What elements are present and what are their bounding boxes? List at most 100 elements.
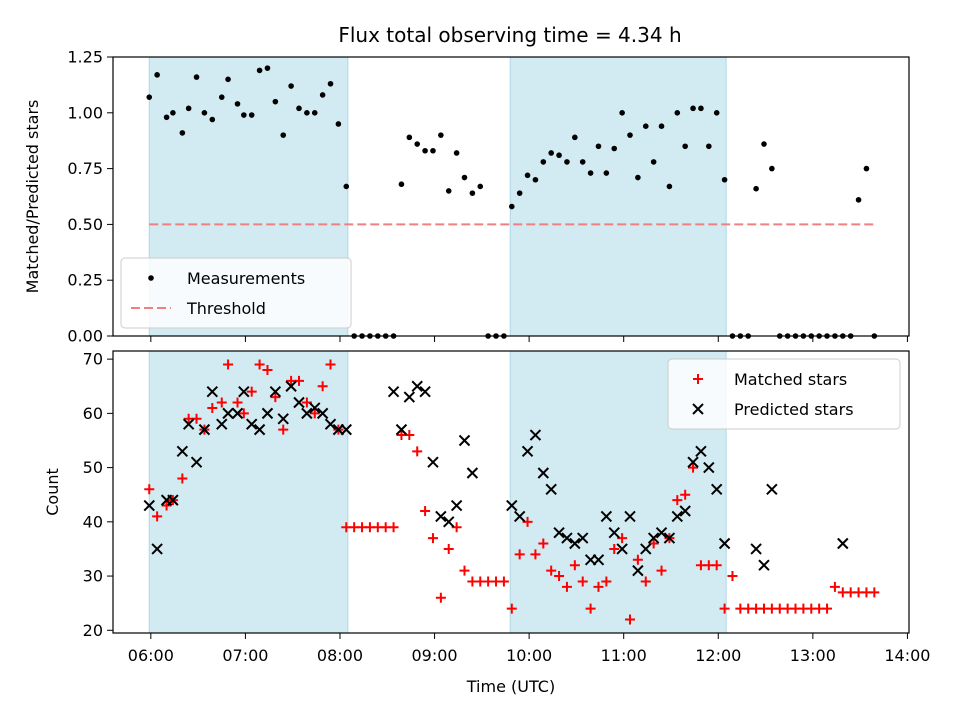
y-tick-label: 40 — [83, 512, 103, 531]
predicted-point — [466, 467, 479, 479]
measurement-point — [635, 174, 641, 181]
x-tick-label: 10:00 — [506, 646, 552, 665]
matched-point — [270, 392, 281, 403]
measurement-point — [414, 141, 421, 147]
y-tick-label: 0.00 — [67, 327, 103, 346]
measurement-point — [335, 121, 342, 127]
matched-point — [238, 408, 249, 419]
measurement-point — [682, 143, 688, 150]
predicted-point — [395, 423, 408, 436]
matched-point — [727, 571, 738, 582]
measurement-point — [508, 203, 515, 210]
predicted-point — [387, 385, 400, 398]
predicted-point — [435, 510, 447, 523]
matched-point — [459, 565, 470, 576]
predicted-point — [758, 559, 770, 571]
matched-point — [680, 489, 691, 500]
measurement-point — [256, 67, 263, 74]
measurement-point — [327, 80, 334, 87]
x-tick-label: 07:00 — [222, 646, 268, 665]
legend-box — [120, 257, 352, 329]
measurement-point — [406, 134, 413, 141]
measurement-point — [430, 147, 436, 154]
matched-point — [601, 576, 612, 587]
y-axis-label: Matched/Predicted stars — [23, 100, 42, 294]
matched-point — [232, 397, 243, 408]
y-tick-label: 0.50 — [67, 215, 103, 234]
predicted-point — [301, 407, 313, 420]
measurement-point — [863, 165, 870, 172]
matched-point — [144, 484, 155, 495]
measurement-point — [721, 176, 728, 183]
predicted-point — [167, 494, 179, 506]
measurement-point — [627, 132, 633, 138]
y-tick-label: 1.25 — [67, 48, 103, 67]
measurement-point — [674, 110, 681, 116]
predicted-point — [182, 418, 195, 430]
predicted-point — [176, 445, 189, 458]
matched-point — [546, 565, 557, 576]
y-tick-label: 20 — [83, 621, 103, 640]
predicted-point — [246, 418, 258, 430]
shaded-interval — [148, 350, 349, 634]
legend-label: Predicted stars — [734, 400, 854, 419]
measurement-point — [532, 176, 539, 183]
matched-point — [498, 576, 509, 587]
x-tick-label: 12:00 — [695, 646, 741, 665]
predicted-point — [624, 510, 636, 523]
predicted-point — [427, 456, 439, 468]
measurement-point — [658, 123, 665, 129]
measurement-point — [398, 181, 405, 188]
y-tick-label: 1.00 — [67, 103, 103, 122]
measurement-point — [524, 172, 531, 179]
matched-point — [514, 549, 525, 560]
predicted-point — [443, 516, 455, 528]
legend: Measurements Threshold — [120, 257, 352, 329]
measurement-point — [556, 152, 562, 159]
measurement-point — [619, 110, 625, 116]
predicted-point — [671, 510, 684, 523]
predicted-point — [513, 510, 526, 523]
matched-point — [207, 402, 218, 413]
measurement-point — [579, 159, 586, 165]
predicted-point — [577, 532, 589, 544]
matched-point — [554, 571, 565, 582]
legend: Matched stars Predicted stars — [667, 358, 901, 430]
x-tick-label: 06:00 — [128, 646, 174, 665]
predicted-point — [340, 423, 352, 436]
predicted-point — [616, 543, 628, 555]
measurement-point — [572, 134, 578, 141]
matched-point — [278, 424, 289, 435]
predicted-point — [458, 434, 471, 447]
matched-point — [427, 533, 438, 544]
predicted-point — [703, 461, 715, 474]
top-panel: 0.00 0.25 0.50 0.75 1.00 1.25 Matched/Predicte… — [23, 48, 910, 346]
x-tick-label: 08:00 — [317, 646, 363, 665]
measurement-point — [343, 183, 350, 190]
matched-point — [625, 614, 636, 625]
y-axis-label: Count — [43, 468, 62, 516]
legend-matched-swatch — [693, 374, 703, 384]
predicted-point — [206, 385, 219, 398]
measurement-point — [154, 72, 160, 78]
measurement-point — [611, 145, 618, 152]
predicted-point — [569, 537, 581, 550]
shaded-interval — [509, 56, 727, 337]
measurement-point — [193, 74, 200, 80]
matched-point — [711, 560, 722, 571]
predicted-point — [640, 543, 652, 555]
measurement-point — [690, 105, 696, 112]
predicted-point — [419, 385, 431, 398]
predicted-point — [293, 396, 305, 409]
legend-box — [667, 358, 901, 430]
matched-point — [719, 603, 730, 614]
matched-point — [688, 462, 699, 473]
measurement-point — [146, 94, 153, 100]
measurement-point — [241, 112, 247, 118]
predicted-point — [529, 429, 542, 441]
predicted-point — [655, 526, 668, 539]
matched-point — [412, 446, 423, 457]
predicted-point — [608, 526, 620, 539]
measurement-point — [201, 110, 208, 116]
matched-point — [161, 500, 172, 511]
